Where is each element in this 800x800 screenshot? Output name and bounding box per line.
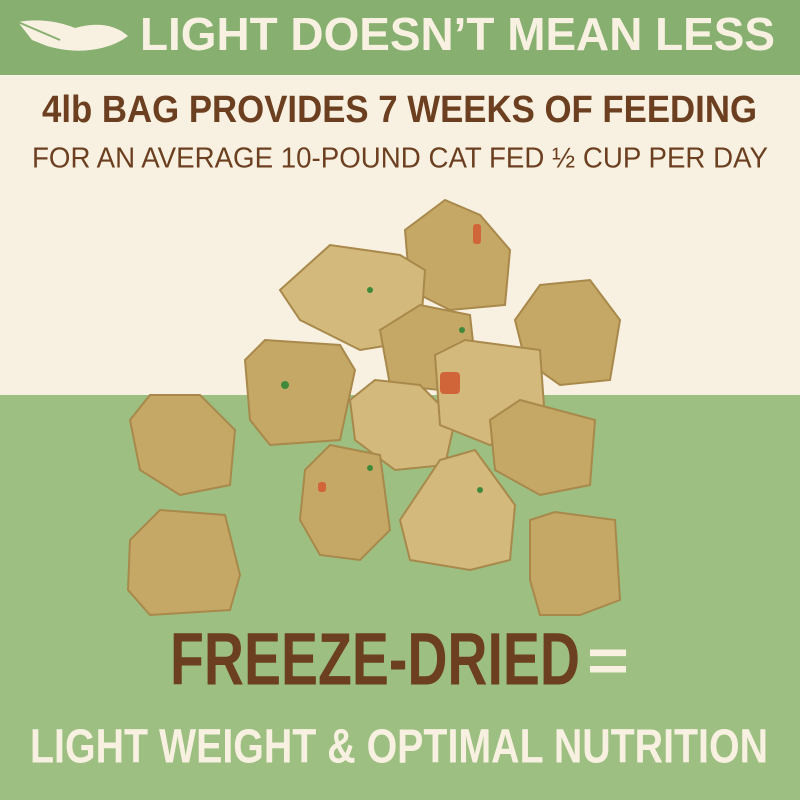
header-title: LIGHT DOESN’T MEAN LESS [140,8,775,60]
footer-tagline: LIGHT WEIGHT & OPTIMAL NUTRITION [30,721,768,774]
top-band [0,0,800,75]
feather-icon [17,20,128,51]
food-nuggets [126,198,622,617]
equals-sign: = [587,627,629,694]
footer-headline: FREEZE-DRIED [170,618,580,701]
subheading-detail: FOR AN AVERAGE 10-POUND CAT FED ½ CUP PE… [32,143,768,175]
subheading-headline: 4lb BAG PROVIDES 7 WEEKS OF FEEDING [42,89,757,131]
